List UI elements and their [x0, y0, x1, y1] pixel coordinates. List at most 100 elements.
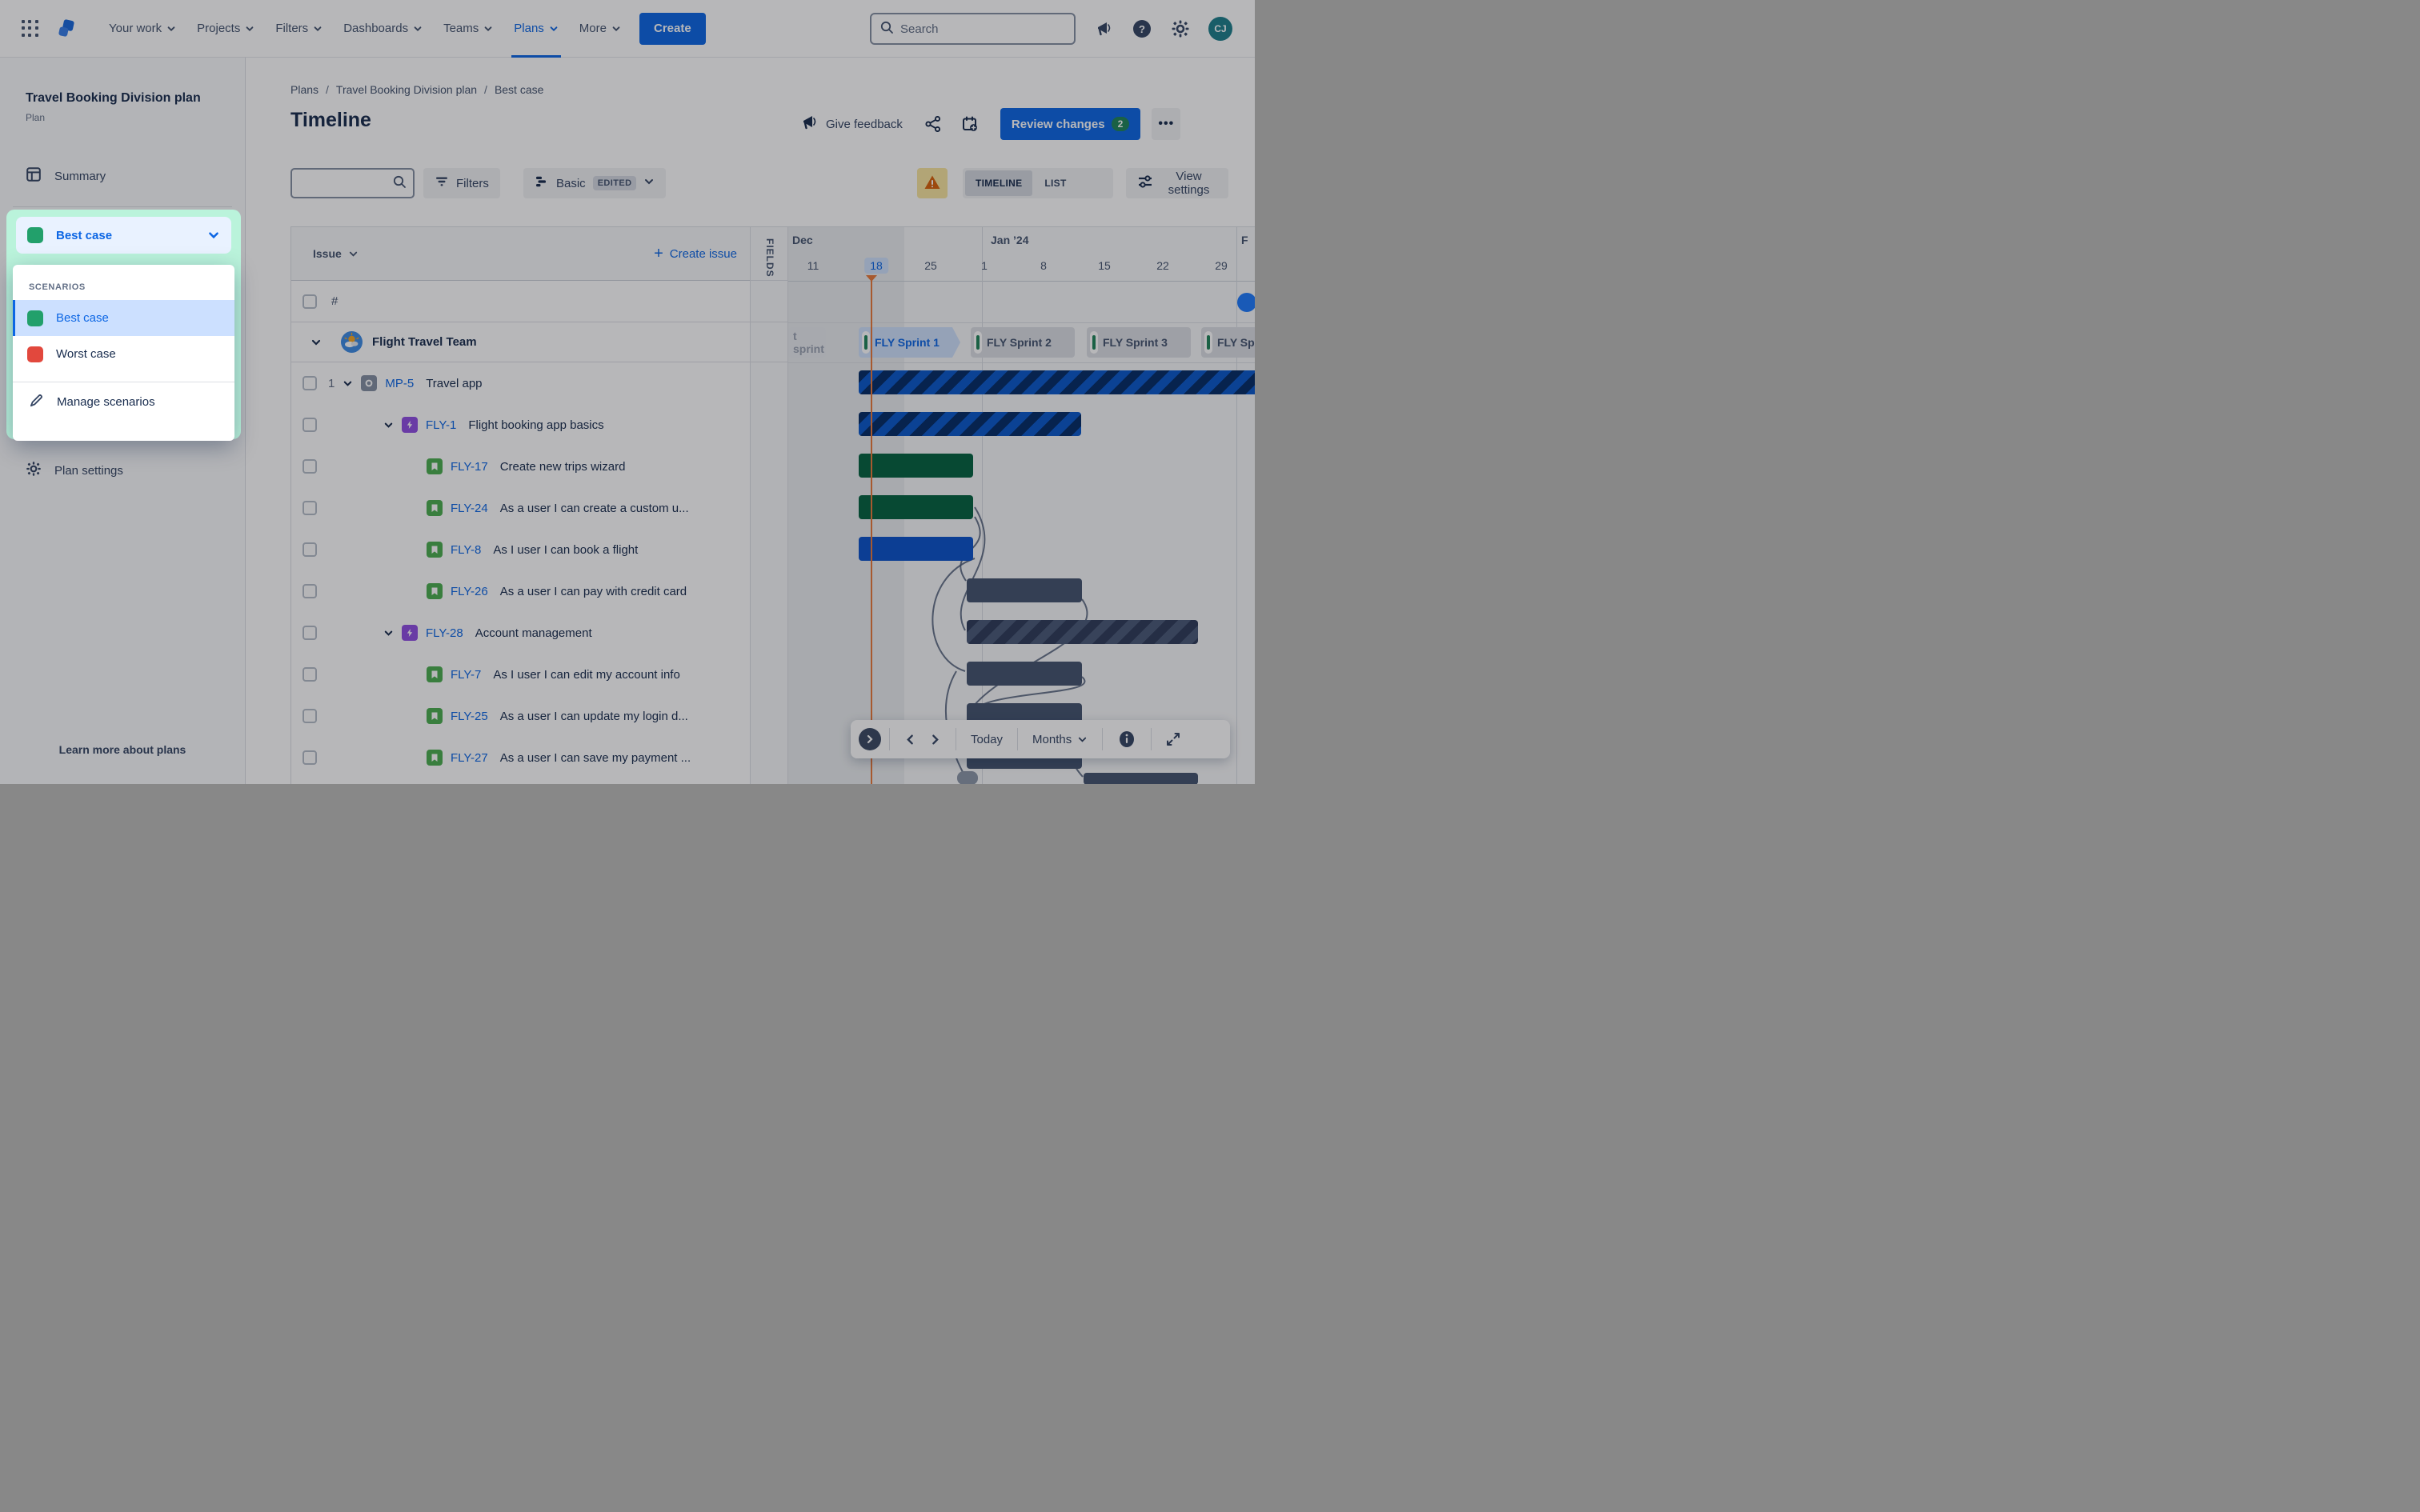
issue-summary: As I user I can edit my account info [493, 667, 680, 682]
team-name: Flight Travel Team [372, 335, 477, 349]
row-checkbox[interactable] [302, 501, 317, 515]
issue-key[interactable]: FLY-25 [451, 709, 488, 723]
gantt-bar-mp-5[interactable] [859, 370, 1255, 394]
fields-strip[interactable]: FIELDS [750, 226, 788, 784]
hash-label: # [331, 294, 339, 308]
sprint-label[interactable]: t sprint [788, 327, 826, 358]
row-checkbox[interactable] [302, 542, 317, 557]
nav-item-teams[interactable]: Teams [433, 0, 503, 58]
give-feedback-button[interactable]: Give feedback [800, 114, 903, 134]
breadcrumb-item[interactable]: Travel Booking Division plan [335, 83, 478, 96]
issue-key[interactable]: FLY-17 [451, 459, 488, 474]
chevron-down-icon [246, 26, 254, 31]
nav-item-more[interactable]: More [569, 0, 631, 58]
gantt-bar-fly-24[interactable] [859, 495, 973, 519]
create-button[interactable]: Create [639, 12, 706, 45]
issue-key[interactable]: FLY-8 [451, 542, 482, 557]
gantt-bar-fly-8[interactable] [859, 537, 973, 561]
expand-chevron-icon[interactable] [343, 378, 353, 389]
breadcrumb-item[interactable]: Best case [494, 83, 544, 96]
row-checkbox[interactable] [302, 626, 317, 640]
row-checkbox[interactable] [302, 459, 317, 474]
create-issue-button[interactable]: + Create issue [654, 245, 737, 263]
issue-key[interactable]: MP-5 [385, 376, 415, 390]
scenario-color-swatch [27, 346, 43, 362]
scenario-option-best-case[interactable]: Best case [13, 300, 234, 336]
nav-item-filters[interactable]: Filters [265, 0, 333, 58]
share-icon[interactable] [920, 111, 946, 137]
gantt-bar-fly-26[interactable] [967, 578, 1082, 602]
gantt-bar-fly-28[interactable] [967, 620, 1198, 644]
warning-button[interactable] [917, 168, 948, 198]
tab-timeline[interactable]: TIMELINE [965, 170, 1033, 196]
scenario-option-worst-case[interactable]: Worst case [13, 336, 234, 372]
more-actions-button[interactable]: ••• [1152, 108, 1181, 140]
help-icon[interactable]: ? [1132, 18, 1152, 39]
global-search[interactable] [870, 13, 1076, 45]
issue-rows: 1 MP-5 Travel app FLY-1 Flight booking app b… [291, 362, 750, 778]
row-checkbox[interactable] [302, 294, 317, 309]
filters-button[interactable]: Filters [423, 168, 500, 198]
issue-column-header[interactable]: Issue [313, 247, 359, 260]
nav-item-your-work[interactable]: Your work [98, 0, 186, 58]
review-changes-label: Review changes [1011, 117, 1105, 131]
issue-key[interactable]: FLY-27 [451, 750, 488, 765]
sidebar-item-plan-settings[interactable]: Plan settings [13, 454, 232, 486]
sprint-label[interactable]: FLY Sprint 2 [971, 327, 1075, 358]
row-checkbox[interactable] [302, 584, 317, 598]
scroll-right-button[interactable] [923, 729, 948, 750]
scenario-selector[interactable]: Best case [16, 217, 231, 254]
expand-panel-button[interactable] [859, 728, 881, 750]
plan-search-field[interactable] [290, 168, 415, 198]
info-button[interactable] [1111, 725, 1143, 754]
tick: 11 [807, 259, 819, 272]
scroll-left-button[interactable] [898, 729, 923, 750]
row-checkbox[interactable] [302, 418, 317, 432]
settings-gear-icon[interactable] [1170, 18, 1191, 39]
gantt-bar-fly-1[interactable] [859, 412, 1081, 436]
jira-logo-icon[interactable] [54, 17, 78, 41]
issue-key[interactable]: FLY-26 [451, 584, 488, 598]
breadcrumb-item[interactable]: Plans [290, 83, 319, 96]
view-settings-button[interactable]: View settings [1126, 168, 1228, 198]
nav-item-projects[interactable]: Projects [186, 0, 265, 58]
issue-key[interactable]: FLY-24 [451, 501, 488, 515]
issue-key[interactable]: FLY-1 [426, 418, 457, 432]
gantt-bar-partial[interactable] [957, 771, 978, 784]
gantt-bar-partial[interactable] [1084, 773, 1198, 784]
fullscreen-icon[interactable] [1160, 727, 1187, 751]
app-switcher-icon[interactable] [22, 20, 39, 38]
sprint-label[interactable]: FLY Sprint 3 [1087, 327, 1191, 358]
learn-more-link[interactable]: Learn more about plans [58, 743, 186, 756]
nav-item-plans[interactable]: Plans [503, 0, 569, 58]
issue-key[interactable]: FLY-7 [451, 667, 482, 682]
expand-chevron-icon[interactable] [383, 628, 394, 638]
gantt-bar-fly-7[interactable] [967, 662, 1082, 686]
row-checkbox[interactable] [302, 750, 317, 765]
zoom-level-dropdown[interactable]: Months [1026, 728, 1094, 751]
issue-key[interactable]: FLY-28 [426, 626, 463, 640]
announcements-icon[interactable] [1093, 18, 1114, 39]
release-marker[interactable] [1237, 293, 1255, 312]
view-mode-dropdown[interactable]: Basic EDITED [523, 168, 667, 198]
nav-item-dashboards[interactable]: Dashboards [333, 0, 433, 58]
tab-list[interactable]: LIST [1044, 178, 1067, 189]
user-avatar[interactable]: CJ [1208, 17, 1232, 41]
review-changes-button[interactable]: Review changes 2 [1000, 108, 1141, 140]
collapse-team-icon[interactable] [311, 337, 322, 348]
row-checkbox[interactable] [302, 709, 317, 723]
search-input[interactable] [900, 22, 1044, 36]
gantt-bar-fly-17[interactable] [859, 454, 973, 478]
sprint-label[interactable]: FLY Sp [1201, 327, 1255, 358]
today-button[interactable]: Today [964, 728, 1009, 751]
calendar-add-icon[interactable] [957, 111, 983, 137]
manage-scenarios-item[interactable]: Manage scenarios [13, 382, 234, 421]
row-checkbox[interactable] [302, 376, 317, 390]
row-checkbox[interactable] [302, 667, 317, 682]
timeline-chart[interactable]: Dec Jan ’24 F 11 18 25 1 8 15 22 29 t sprint FLY Spr… [788, 226, 1255, 784]
expand-chevron-icon[interactable] [383, 420, 394, 430]
chevron-down-icon [314, 26, 322, 31]
issue-summary: As a user I can update my login d... [499, 709, 688, 723]
sprint-label[interactable]: FLY Sprint 1 [859, 327, 960, 358]
sidebar-item-summary[interactable]: Summary [13, 160, 232, 192]
